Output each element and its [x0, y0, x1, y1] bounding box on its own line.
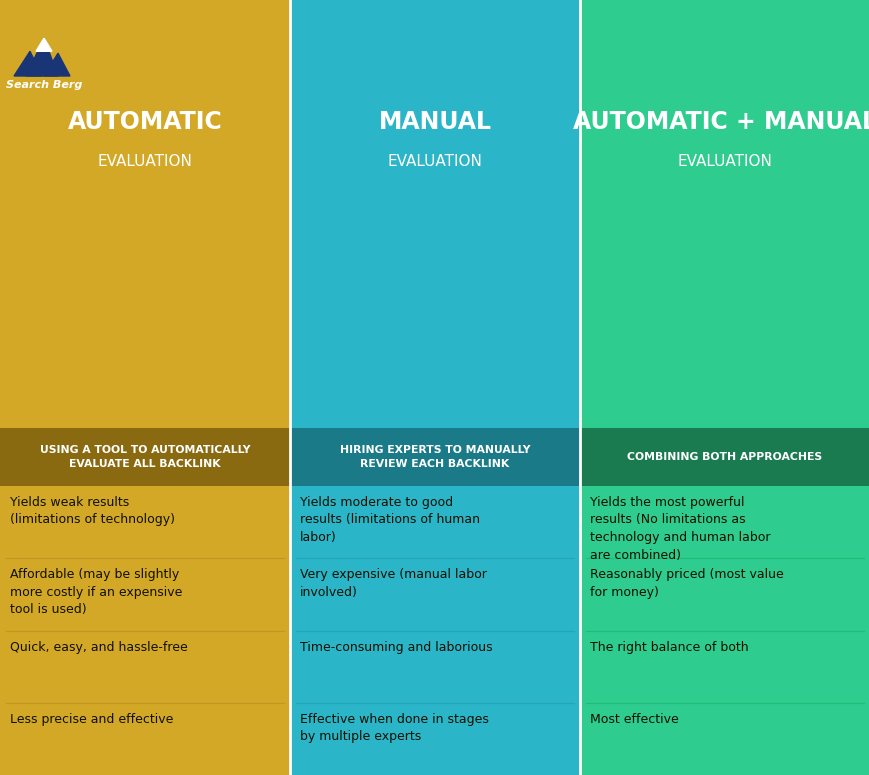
Text: EVALUATION: EVALUATION: [387, 154, 482, 170]
Text: HIRING EXPERTS TO MANUALLY
REVIEW EACH BACKLINK: HIRING EXPERTS TO MANUALLY REVIEW EACH B…: [340, 445, 529, 469]
Text: Very expensive (manual labor
involved): Very expensive (manual labor involved): [300, 568, 487, 599]
Text: COMBINING BOTH APPROACHES: COMBINING BOTH APPROACHES: [627, 452, 821, 462]
Text: USING A TOOL TO AUTOMATICALLY
EVALUATE ALL BACKLINK: USING A TOOL TO AUTOMATICALLY EVALUATE A…: [40, 445, 250, 469]
Bar: [0, 0, 289, 775]
Text: EVALUATION: EVALUATION: [97, 154, 192, 170]
Text: Yields moderate to good
results (limitations of human
labor): Yields moderate to good results (limitat…: [300, 496, 480, 544]
Text: Yields the most powerful
results (No limitations as
technology and human labor
a: Yields the most powerful results (No lim…: [589, 496, 770, 562]
Polygon shape: [26, 38, 58, 76]
Text: Reasonably priced (most value
for money): Reasonably priced (most value for money): [589, 568, 783, 599]
Text: Yields weak results
(limitations of technology): Yields weak results (limitations of tech…: [10, 496, 175, 526]
Polygon shape: [44, 53, 70, 76]
Text: Time-consuming and laborious: Time-consuming and laborious: [300, 640, 492, 653]
Text: Quick, easy, and hassle-free: Quick, easy, and hassle-free: [10, 640, 188, 653]
Text: Effective when done in stages
by multiple experts: Effective when done in stages by multipl…: [300, 713, 488, 743]
Text: Less precise and effective: Less precise and effective: [10, 713, 173, 725]
Text: Most effective: Most effective: [589, 713, 678, 725]
Text: AUTOMATIC + MANUAL: AUTOMATIC + MANUAL: [573, 110, 869, 134]
Bar: [580, 428, 869, 486]
Text: Affordable (may be slightly
more costly if an expensive
tool is used): Affordable (may be slightly more costly …: [10, 568, 182, 616]
Polygon shape: [36, 38, 52, 51]
Bar: [0, 428, 289, 486]
Text: MANUAL: MANUAL: [378, 110, 491, 134]
Bar: [289, 428, 580, 486]
Text: Search Berg: Search Berg: [6, 80, 82, 90]
Text: EVALUATION: EVALUATION: [677, 154, 772, 170]
Bar: [289, 0, 580, 775]
Text: AUTOMATIC: AUTOMATIC: [68, 110, 222, 134]
Bar: [580, 0, 869, 775]
Polygon shape: [14, 51, 42, 76]
Text: The right balance of both: The right balance of both: [589, 640, 747, 653]
